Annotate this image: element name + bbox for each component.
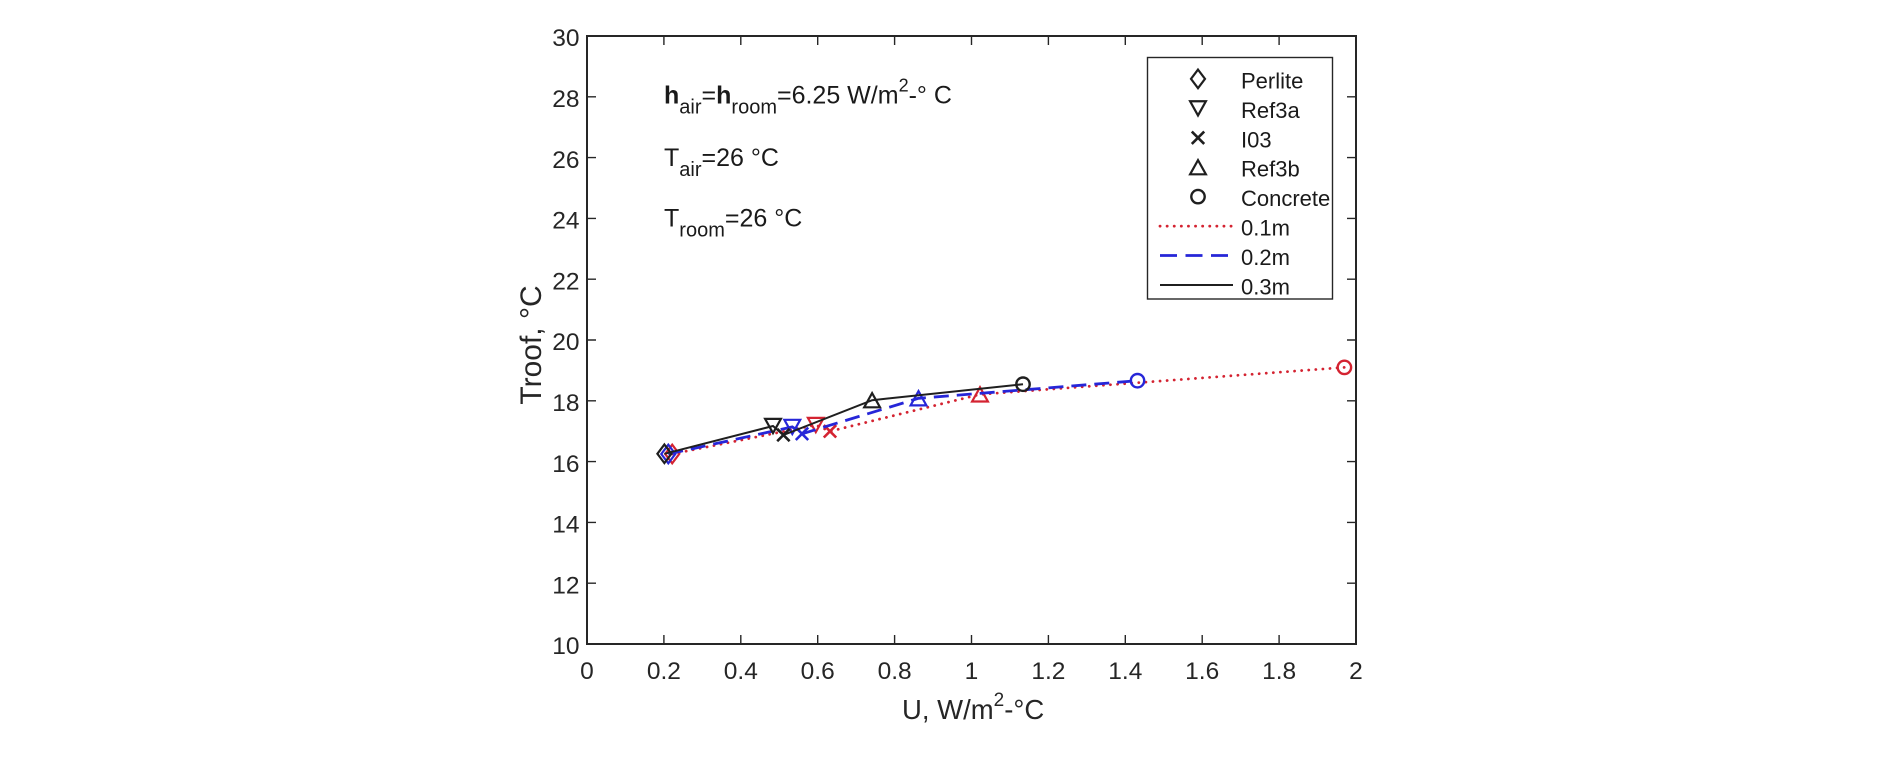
svg-text:2: 2 (1349, 658, 1363, 685)
svg-text:0.3m: 0.3m (1241, 275, 1290, 300)
svg-text:0.2m: 0.2m (1241, 245, 1290, 270)
svg-text:U, W/m2-°C: U, W/m2-°C (902, 690, 1044, 725)
svg-text:20: 20 (552, 329, 579, 356)
svg-text:10: 10 (552, 633, 579, 660)
svg-text:0: 0 (580, 658, 594, 685)
svg-text:1: 1 (965, 658, 979, 685)
svg-text:Ref3b: Ref3b (1241, 157, 1300, 182)
svg-text:I03: I03 (1241, 127, 1272, 152)
svg-text:0.4: 0.4 (724, 658, 758, 685)
svg-text:Perlite: Perlite (1241, 68, 1303, 93)
svg-text:1.2: 1.2 (1031, 658, 1065, 685)
svg-text:12: 12 (552, 572, 579, 599)
svg-text:18: 18 (552, 390, 579, 417)
svg-text:0.1m: 0.1m (1241, 216, 1290, 241)
svg-text:1.6: 1.6 (1185, 658, 1219, 685)
svg-text:16: 16 (552, 451, 579, 478)
svg-text:Troof, °C: Troof, °C (515, 285, 548, 404)
svg-text:26: 26 (552, 147, 579, 174)
svg-text:Concrete: Concrete (1241, 186, 1330, 211)
svg-text:22: 22 (552, 268, 579, 295)
svg-text:0.2: 0.2 (647, 658, 681, 685)
svg-text:28: 28 (552, 86, 579, 113)
svg-text:0.8: 0.8 (878, 658, 912, 685)
svg-text:Ref3a: Ref3a (1241, 98, 1300, 123)
svg-text:24: 24 (552, 208, 579, 235)
svg-text:30: 30 (552, 25, 579, 52)
svg-text:1.8: 1.8 (1262, 658, 1296, 685)
svg-text:1.4: 1.4 (1108, 658, 1142, 685)
svg-text:hair=hroom=6.25 W/m2-° C: hair=hroom=6.25 W/m2-° C (664, 76, 952, 119)
svg-text:0.6: 0.6 (801, 658, 835, 685)
svg-text:14: 14 (552, 512, 579, 539)
